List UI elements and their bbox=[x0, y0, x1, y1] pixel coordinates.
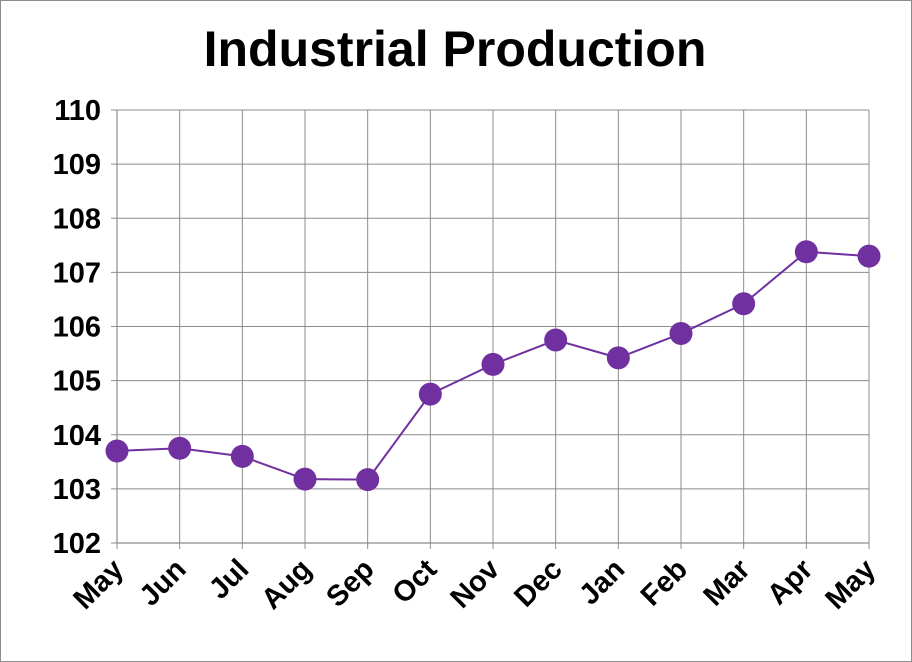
x-tick-label: Dec bbox=[508, 553, 568, 613]
data-point bbox=[481, 352, 505, 376]
x-tick-label: Mar bbox=[698, 553, 757, 612]
data-point bbox=[544, 328, 568, 352]
x-tick-label: Oct bbox=[386, 553, 443, 610]
data-point bbox=[857, 244, 881, 268]
data-point bbox=[732, 292, 756, 316]
y-tick-label: 110 bbox=[54, 95, 101, 127]
x-tick-label: May bbox=[819, 553, 882, 616]
y-tick-label: 107 bbox=[53, 257, 101, 289]
grid-lines bbox=[111, 109, 870, 549]
x-tick-label: Nov bbox=[445, 553, 506, 614]
x-tick-label: Jan bbox=[573, 553, 631, 611]
y-tick-label: 104 bbox=[53, 420, 101, 452]
series-group bbox=[105, 240, 881, 492]
x-tick-label: May bbox=[67, 553, 130, 616]
data-point bbox=[418, 382, 442, 406]
data-point bbox=[794, 240, 818, 264]
data-point bbox=[669, 322, 693, 346]
y-tick-label: 103 bbox=[53, 474, 101, 506]
x-tick-label: Apr bbox=[761, 553, 819, 611]
chart-title: Industrial Production bbox=[203, 21, 707, 77]
data-point bbox=[105, 439, 129, 463]
y-tick-label: 109 bbox=[53, 149, 101, 181]
x-tick-label: Aug bbox=[255, 553, 317, 615]
x-tick-label: Jul bbox=[203, 553, 255, 605]
x-axis-tick-labels: May Jun Jul Aug Sep Oct Nov Dec Jan Feb Mar Apr May bbox=[67, 553, 882, 616]
data-point bbox=[293, 467, 317, 491]
data-point bbox=[230, 444, 254, 468]
x-tick-label: Sep bbox=[320, 553, 380, 613]
data-point bbox=[606, 346, 630, 370]
y-tick-label: 106 bbox=[53, 312, 101, 344]
y-axis-tick-labels: 102 103 104 105 106 107 108 109 110 bbox=[53, 95, 101, 560]
data-point bbox=[168, 436, 192, 460]
y-tick-label: 108 bbox=[53, 203, 101, 235]
x-tick-label: Jun bbox=[134, 553, 193, 612]
x-tick-label: Feb bbox=[635, 553, 694, 612]
data-point bbox=[356, 468, 380, 492]
y-tick-label: 102 bbox=[53, 528, 101, 560]
y-tick-label: 105 bbox=[53, 366, 101, 398]
